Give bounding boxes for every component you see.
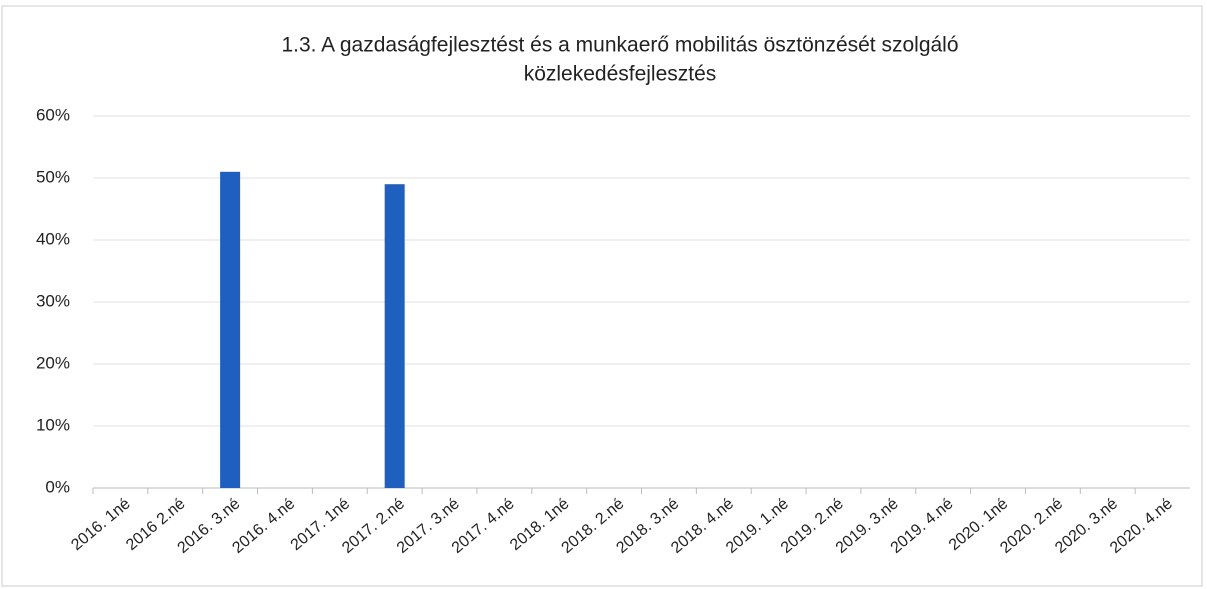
chart-frame [1,5,1203,587]
y-tick-label: 50% [36,167,70,186]
bar [220,171,241,489]
y-tick-label: 40% [36,229,70,248]
y-tick-label: 30% [36,291,70,310]
bar [384,184,405,488]
y-tick-label: 20% [36,353,70,372]
y-tick-label: 10% [36,415,70,434]
chart-title: 1.3. A gazdaságfejlesztést és a munkaerő… [281,34,958,57]
chart-title: közlekedésfejlesztés [524,63,717,86]
y-tick-label: 0% [45,477,70,496]
y-tick-label: 60% [36,105,70,124]
